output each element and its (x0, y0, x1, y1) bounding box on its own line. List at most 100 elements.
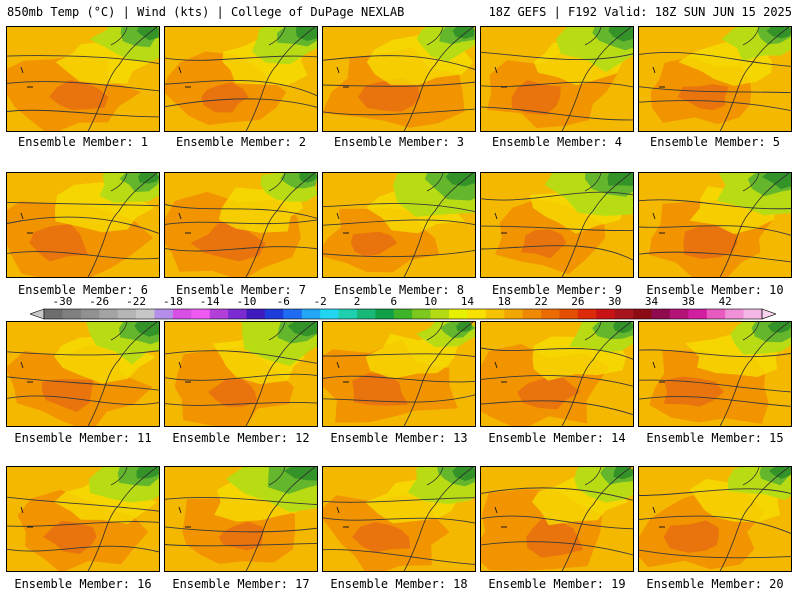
colorbar-swatch (375, 309, 395, 319)
ensemble-map-panel (638, 26, 792, 132)
height-contour (323, 353, 475, 358)
header-left-title: 850mb Temp (°C) | Wind (kts) | College o… (7, 5, 405, 19)
height-contour (481, 515, 633, 530)
temperature-map (165, 173, 317, 277)
wind-barb (20, 66, 33, 88)
lake-outline (268, 467, 286, 486)
ensemble-member-label: Ensemble Member: 17 (172, 577, 310, 591)
hot-core (526, 518, 584, 558)
lake-outline (110, 173, 128, 192)
ensemble-member-label: Ensemble Member: 8 (333, 283, 465, 297)
colorbar-swatch (688, 309, 708, 319)
colorbar-tick-label: -6 (276, 295, 290, 308)
hot-core (49, 80, 109, 110)
colorbar-swatch (62, 309, 82, 319)
lake-outline (268, 173, 286, 192)
dark-green-region (284, 467, 317, 481)
ensemble-member-label: Ensemble Member: 6 (17, 283, 149, 297)
colorbar-swatch (117, 309, 137, 319)
hot-core (190, 221, 266, 262)
hot-core (352, 522, 411, 553)
height-contour (165, 373, 317, 381)
temperature-map (639, 467, 791, 571)
colorbar-frame (43, 308, 763, 320)
ensemble-map-panel (6, 466, 160, 572)
wind-barb (652, 506, 665, 528)
height-contour (481, 374, 633, 387)
ensemble-member-label: Ensemble Member: 7 (175, 283, 307, 297)
coastline (403, 173, 474, 277)
wind-barb (178, 66, 191, 88)
wind-barb (336, 66, 349, 88)
colorbar-swatch (338, 309, 358, 319)
wind-barb (20, 361, 33, 383)
ensemble-member-label: Ensemble Member: 16 (14, 577, 152, 591)
height-contour (165, 526, 317, 533)
coastline (719, 173, 790, 277)
hot-core (350, 231, 398, 257)
temperature-colorbar (30, 308, 776, 320)
coastline (87, 467, 158, 571)
colorbar-tick-label: 6 (390, 295, 398, 308)
coastline (403, 322, 474, 426)
ensemble-member-label: Ensemble Member: 3 (333, 135, 465, 149)
height-contour (7, 545, 159, 553)
lake-outline (742, 467, 760, 486)
temperature-map (165, 27, 317, 131)
temperature-map (323, 173, 475, 277)
height-contour (639, 515, 791, 534)
colorbar-swatch (209, 309, 229, 319)
hot-core (683, 225, 738, 259)
ensemble-member-label: Ensemble Member: 12 (172, 431, 310, 445)
height-contour (7, 201, 159, 207)
height-contour (481, 191, 633, 201)
ensemble-member-label: Ensemble Member: 5 (649, 135, 781, 149)
coastline (245, 173, 316, 277)
colorbar-swatch (504, 309, 523, 319)
ensemble-member-label: Ensemble Member: 11 (14, 431, 152, 445)
coastline (719, 27, 790, 131)
ensemble-member-label: Ensemble Member: 20 (646, 577, 784, 591)
colorbar-tick-label: 10 (423, 295, 438, 308)
height-contour (7, 395, 159, 405)
colorbar-swatch (154, 309, 174, 319)
ensemble-member-label: Ensemble Member: 13 (330, 431, 468, 445)
colorbar-swatch (541, 309, 560, 319)
ensemble-map-panel (480, 172, 634, 278)
lake-outline (268, 322, 286, 341)
height-contour (7, 350, 159, 356)
wind-barb (178, 361, 191, 383)
coastline (561, 467, 632, 571)
lake-outline (742, 322, 760, 341)
height-contour (7, 55, 159, 65)
colorbar-tick-label: 2 (353, 295, 361, 308)
hot-core (663, 376, 724, 407)
colorbar-swatch (246, 309, 266, 319)
ensemble-map-panel (480, 321, 634, 427)
height-contour (481, 225, 633, 232)
colorbar-swatch (44, 309, 63, 319)
height-contour (323, 394, 475, 403)
height-contour (7, 251, 159, 260)
height-contour (481, 106, 633, 121)
height-contour (639, 396, 791, 407)
height-contour (165, 246, 317, 252)
colorbar-tick-label: -18 (162, 295, 183, 308)
colorbar-tick-label: 18 (497, 295, 511, 308)
dark-green-region (456, 322, 472, 332)
wind-barb (494, 66, 507, 88)
coastline (245, 467, 316, 571)
coastline (561, 322, 632, 426)
colorbar-swatch (356, 309, 376, 319)
ensemble-map-panel (6, 321, 160, 427)
temperature-map (165, 322, 317, 426)
dark-green-region (445, 173, 475, 187)
ensemble-map-panel (480, 466, 634, 572)
colorbar-tick-label: 14 (460, 295, 475, 308)
height-contour (481, 400, 633, 416)
height-contour (165, 204, 317, 219)
height-contour (323, 517, 475, 524)
height-contour (639, 52, 791, 67)
colorbar-swatch (633, 309, 652, 319)
lake-outline (426, 467, 444, 486)
